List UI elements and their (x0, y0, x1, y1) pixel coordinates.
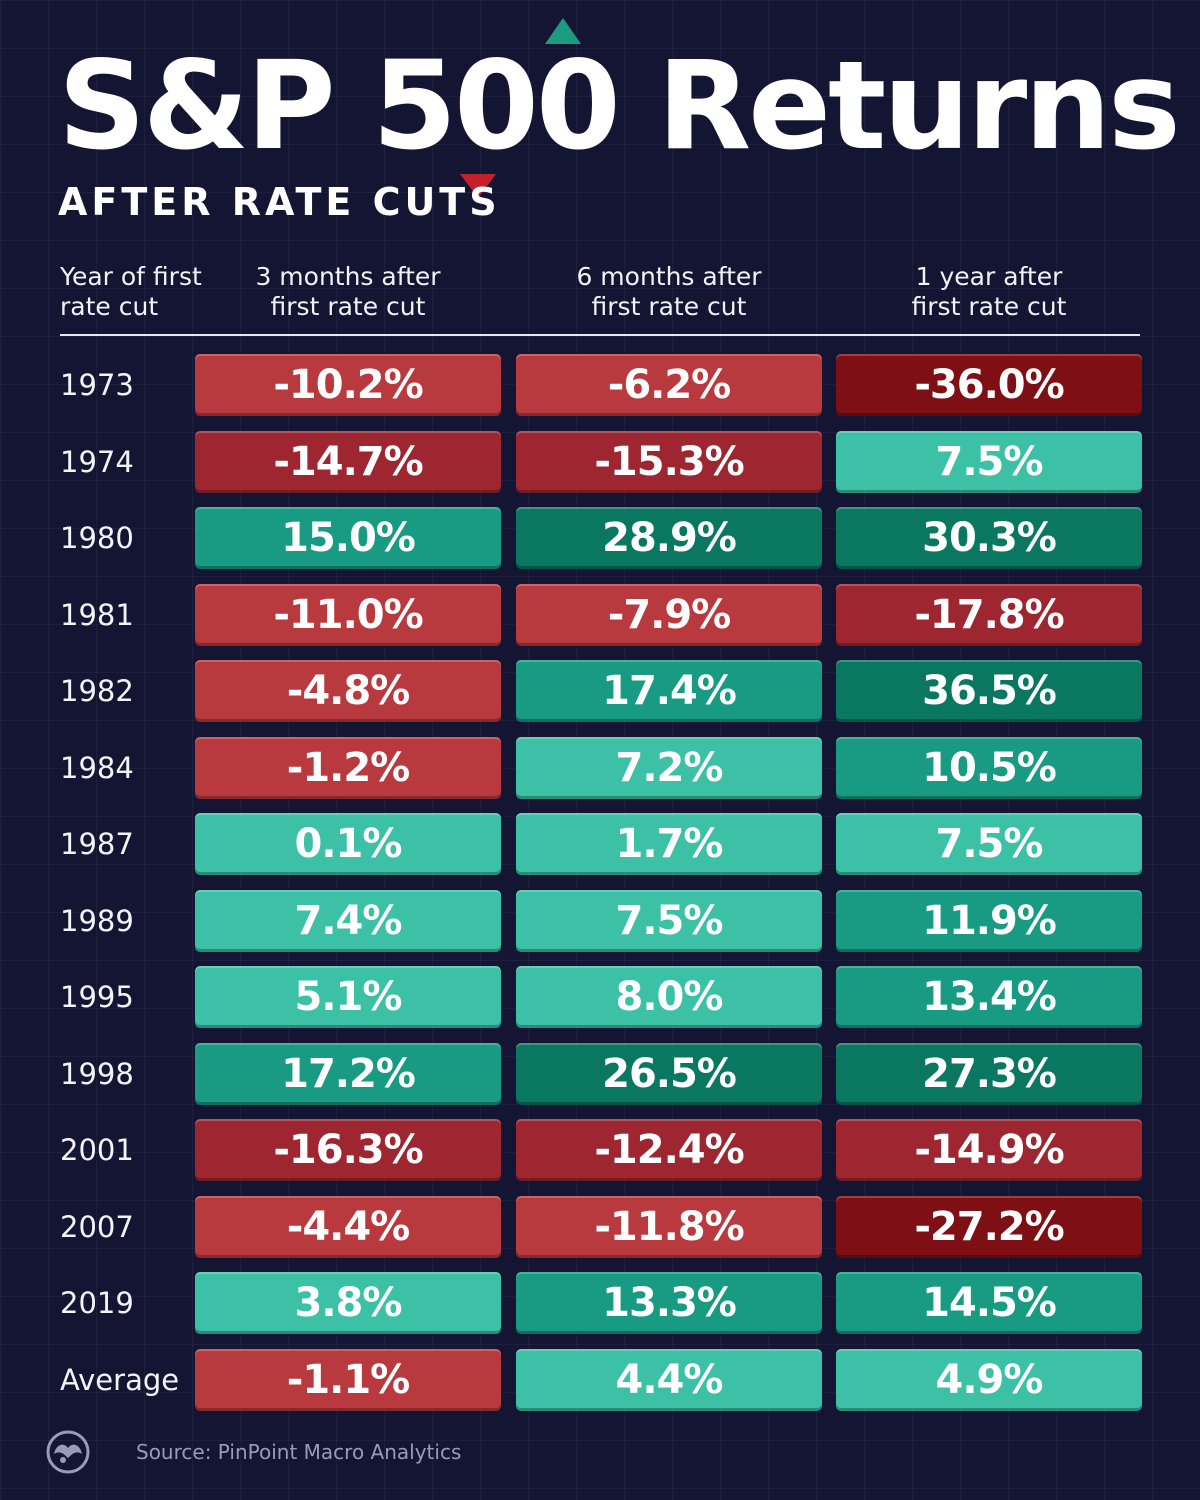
return-cell-3-months: 15.0% (195, 507, 501, 569)
returns-table: 1973 -10.2% -6.2% -36.0% 1974 -14.7% -15.3% 7.5… (60, 354, 1142, 1426)
return-cell-3-months: -4.4% (195, 1195, 501, 1258)
source-note: Source: PinPoint Macro Analytics (136, 1440, 462, 1464)
return-cell-3-months: -1.1% (195, 1348, 501, 1411)
table-row: Average -1.1% 4.4% 4.9% (60, 1348, 1142, 1426)
row-year-label: 1998 (60, 1056, 134, 1091)
table-row: 2019 3.8% 13.3% 14.5% (60, 1272, 1142, 1349)
table-row: 2007 -4.4% -11.8% -27.2% (60, 1195, 1142, 1273)
row-year-label: 2019 (60, 1286, 134, 1320)
return-cell-6-months: -11.8% (516, 1195, 822, 1258)
return-cell-1-year: -17.8% (836, 583, 1142, 646)
return-cell-3-months: 5.1% (195, 966, 501, 1028)
return-cell-6-months: -6.2% (516, 354, 822, 416)
row-year-label: 2001 (60, 1133, 134, 1167)
column-headers: Year of first rate cut 3 months after fi… (60, 262, 1140, 332)
return-cell-1-year: 14.5% (836, 1272, 1142, 1334)
return-cell-3-months: -1.2% (195, 736, 501, 799)
table-row: 1984 -1.2% 7.2% 10.5% (60, 736, 1142, 814)
return-cell-6-months: 7.2% (516, 736, 822, 799)
row-year-label: 2007 (60, 1209, 134, 1244)
table-row: 2001 -16.3% -12.4% -14.9% (60, 1119, 1142, 1196)
return-cell-6-months: 26.5% (516, 1042, 822, 1105)
header-1-year: 1 year after first rate cut (911, 262, 1067, 321)
return-cell-1-year: 11.9% (836, 889, 1142, 952)
table-row: 1974 -14.7% -15.3% 7.5% (60, 430, 1142, 508)
return-cell-6-months: -12.4% (516, 1119, 822, 1181)
row-year-label: 1982 (60, 674, 134, 708)
table-row: 1982 -4.8% 17.4% 36.5% (60, 660, 1142, 737)
row-year-label: 1984 (60, 750, 134, 785)
return-cell-6-months: 28.9% (516, 507, 822, 569)
return-cell-3-months: 17.2% (195, 1042, 501, 1105)
return-cell-6-months: 4.4% (516, 1348, 822, 1411)
return-cell-3-months: -16.3% (195, 1119, 501, 1181)
return-cell-3-months: 7.4% (195, 889, 501, 952)
return-cell-3-months: -4.8% (195, 660, 501, 722)
return-cell-3-months: -11.0% (195, 583, 501, 646)
row-year-label: 1973 (60, 368, 134, 402)
return-cell-6-months: 7.5% (516, 889, 822, 952)
return-cell-1-year: 7.5% (836, 430, 1142, 493)
chart-title: S&P 500 Returns (58, 35, 1181, 177)
return-cell-1-year: 30.3% (836, 507, 1142, 569)
table-row: 1989 7.4% 7.5% 11.9% (60, 889, 1142, 967)
return-cell-3-months: -10.2% (195, 354, 501, 416)
return-cell-1-year: -36.0% (836, 354, 1142, 416)
return-cell-6-months: -7.9% (516, 583, 822, 646)
visual-capitalist-logo-icon (46, 1430, 90, 1474)
return-cell-1-year: 13.4% (836, 966, 1142, 1028)
header-divider (60, 334, 1140, 336)
return-cell-1-year: -27.2% (836, 1195, 1142, 1258)
table-row: 1980 15.0% 28.9% 30.3% (60, 507, 1142, 584)
row-year-label: 1974 (60, 444, 134, 479)
title-block: S&P 500 Returns AFTER RATE CUTS (58, 18, 1181, 230)
down-arrow-icon (460, 174, 496, 198)
row-year-label: 1981 (60, 597, 134, 632)
up-arrow-icon (545, 18, 581, 44)
return-cell-6-months: 13.3% (516, 1272, 822, 1334)
table-row: 1981 -11.0% -7.9% -17.8% (60, 583, 1142, 661)
row-year-label: 1989 (60, 903, 134, 938)
return-cell-1-year: 4.9% (836, 1348, 1142, 1411)
return-cell-1-year: 7.5% (836, 813, 1142, 875)
header-6-months: 6 months after first rate cut (576, 262, 762, 321)
row-year-label: 1987 (60, 827, 134, 861)
return-cell-3-months: 3.8% (195, 1272, 501, 1334)
return-cell-3-months: 0.1% (195, 813, 501, 875)
row-year-label: 1980 (60, 521, 134, 555)
header-3-months: 3 months after first rate cut (255, 262, 441, 321)
return-cell-1-year: 27.3% (836, 1042, 1142, 1105)
return-cell-1-year: -14.9% (836, 1119, 1142, 1181)
return-cell-6-months: 1.7% (516, 813, 822, 875)
table-row: 1973 -10.2% -6.2% -36.0% (60, 354, 1142, 431)
table-row: 1987 0.1% 1.7% 7.5% (60, 813, 1142, 890)
return-cell-3-months: -14.7% (195, 430, 501, 493)
header-year: Year of first rate cut (60, 262, 202, 321)
return-cell-6-months: -15.3% (516, 430, 822, 493)
row-year-label: 1995 (60, 980, 134, 1014)
table-row: 1998 17.2% 26.5% 27.3% (60, 1042, 1142, 1120)
table-row: 1995 5.1% 8.0% 13.4% (60, 966, 1142, 1043)
return-cell-1-year: 36.5% (836, 660, 1142, 722)
chart-subtitle: AFTER RATE CUTS (58, 180, 501, 224)
return-cell-6-months: 17.4% (516, 660, 822, 722)
return-cell-1-year: 10.5% (836, 736, 1142, 799)
return-cell-6-months: 8.0% (516, 966, 822, 1028)
row-year-label: Average (60, 1362, 180, 1397)
